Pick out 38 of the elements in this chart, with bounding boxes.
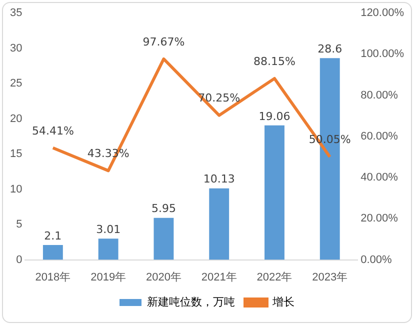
data-label: 28.6 [318, 42, 342, 56]
y-tick-label: 5 [16, 218, 22, 231]
x-tick-label: 2020年 [146, 271, 182, 284]
data-label: 97.67% [142, 35, 185, 48]
data-label: 50.05% [308, 133, 351, 146]
bar [42, 244, 63, 260]
y2-tick-label: 80.00% [360, 89, 398, 102]
data-label: 2.1 [44, 229, 62, 242]
x-tick-label: 2022年 [256, 271, 292, 284]
y2-tick-label: 0.00% [360, 254, 392, 266]
y-tick-label: 15 [10, 148, 22, 160]
data-label: 19.06 [258, 110, 290, 123]
y-tick-label: 25 [10, 78, 22, 90]
y-tick-label: 0 [16, 254, 22, 266]
y2-tick-label: 20.00% [360, 212, 398, 225]
y2-tick-label: 120.00% [360, 7, 404, 20]
data-label: 10.13 [203, 172, 235, 186]
y-tick-label: 10 [10, 183, 22, 196]
x-tick-label: 2018年 [35, 271, 71, 284]
bar [154, 218, 174, 260]
bar [264, 125, 284, 260]
y2-tick-label: 100.00% [360, 48, 404, 60]
y-tick-label: 35 [10, 7, 22, 20]
legend-label: 新建吨位数，万吨 [147, 296, 235, 309]
data-label: 3.01 [96, 222, 121, 236]
bar [98, 238, 118, 260]
data-label: 88.15% [254, 54, 296, 68]
x-tick-label: 2019年 [90, 271, 126, 284]
y2-tick-label: 60.00% [360, 130, 398, 142]
x-tick-label: 2023年 [312, 271, 348, 284]
x-tick-label: 2021年 [201, 271, 237, 284]
y2-tick-label: 40.00% [360, 172, 398, 184]
legend-label: 增长 [272, 296, 294, 309]
y-tick-label: 30 [10, 42, 22, 54]
bar [209, 188, 230, 260]
y-tick-label: 20 [10, 112, 22, 125]
data-label: 5.95 [151, 202, 176, 216]
data-label: 54.41% [32, 124, 74, 138]
